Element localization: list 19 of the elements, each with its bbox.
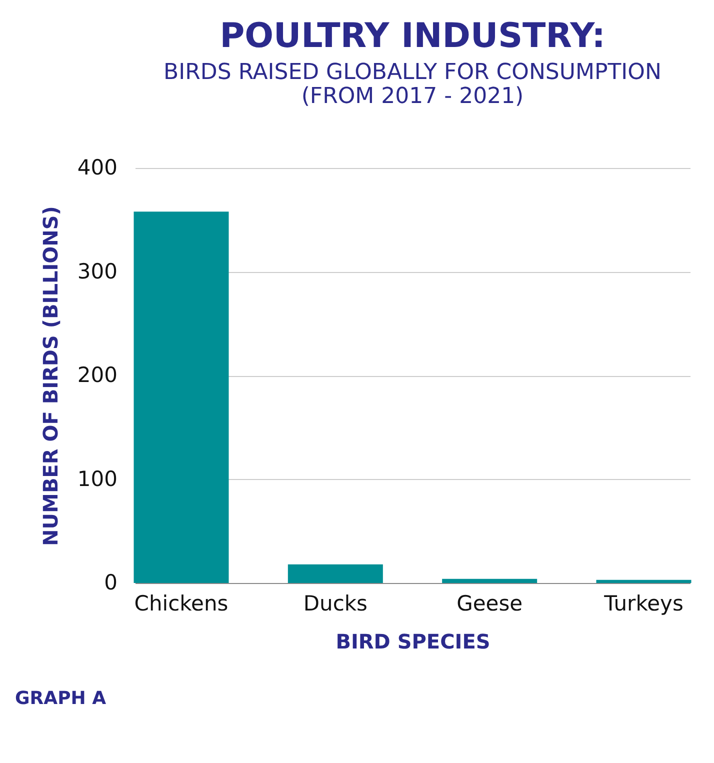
y-tick-label: 400: [77, 156, 118, 180]
text: BIRDS RAISED GLOBALLY FOR CONSUMPTION: [164, 60, 662, 85]
bar: [442, 578, 538, 583]
y-tick-label: 100: [77, 466, 118, 491]
x-tick-label: Turkeys: [603, 592, 684, 616]
y-tick-label: 0: [104, 570, 118, 594]
y-tick-label: 300: [77, 259, 118, 284]
bar: [596, 580, 692, 583]
chart-title: POULTRY INDUSTRY:: [220, 16, 606, 56]
bar: [288, 564, 383, 583]
x-tick-label: Geese: [456, 592, 523, 616]
x-axis-title: BIRD SPECIES: [336, 630, 490, 654]
bar: [134, 212, 229, 583]
text: (FROM 2017 - 2021): [301, 84, 524, 109]
y-axis-title: NUMBER OF BIRDS (BILLIONS): [38, 206, 62, 546]
text: GRAPH A: [15, 688, 106, 709]
x-tick-label: Chickens: [134, 592, 228, 616]
y-tick-label: 200: [77, 363, 118, 387]
x-tick-label: Ducks: [303, 592, 368, 616]
